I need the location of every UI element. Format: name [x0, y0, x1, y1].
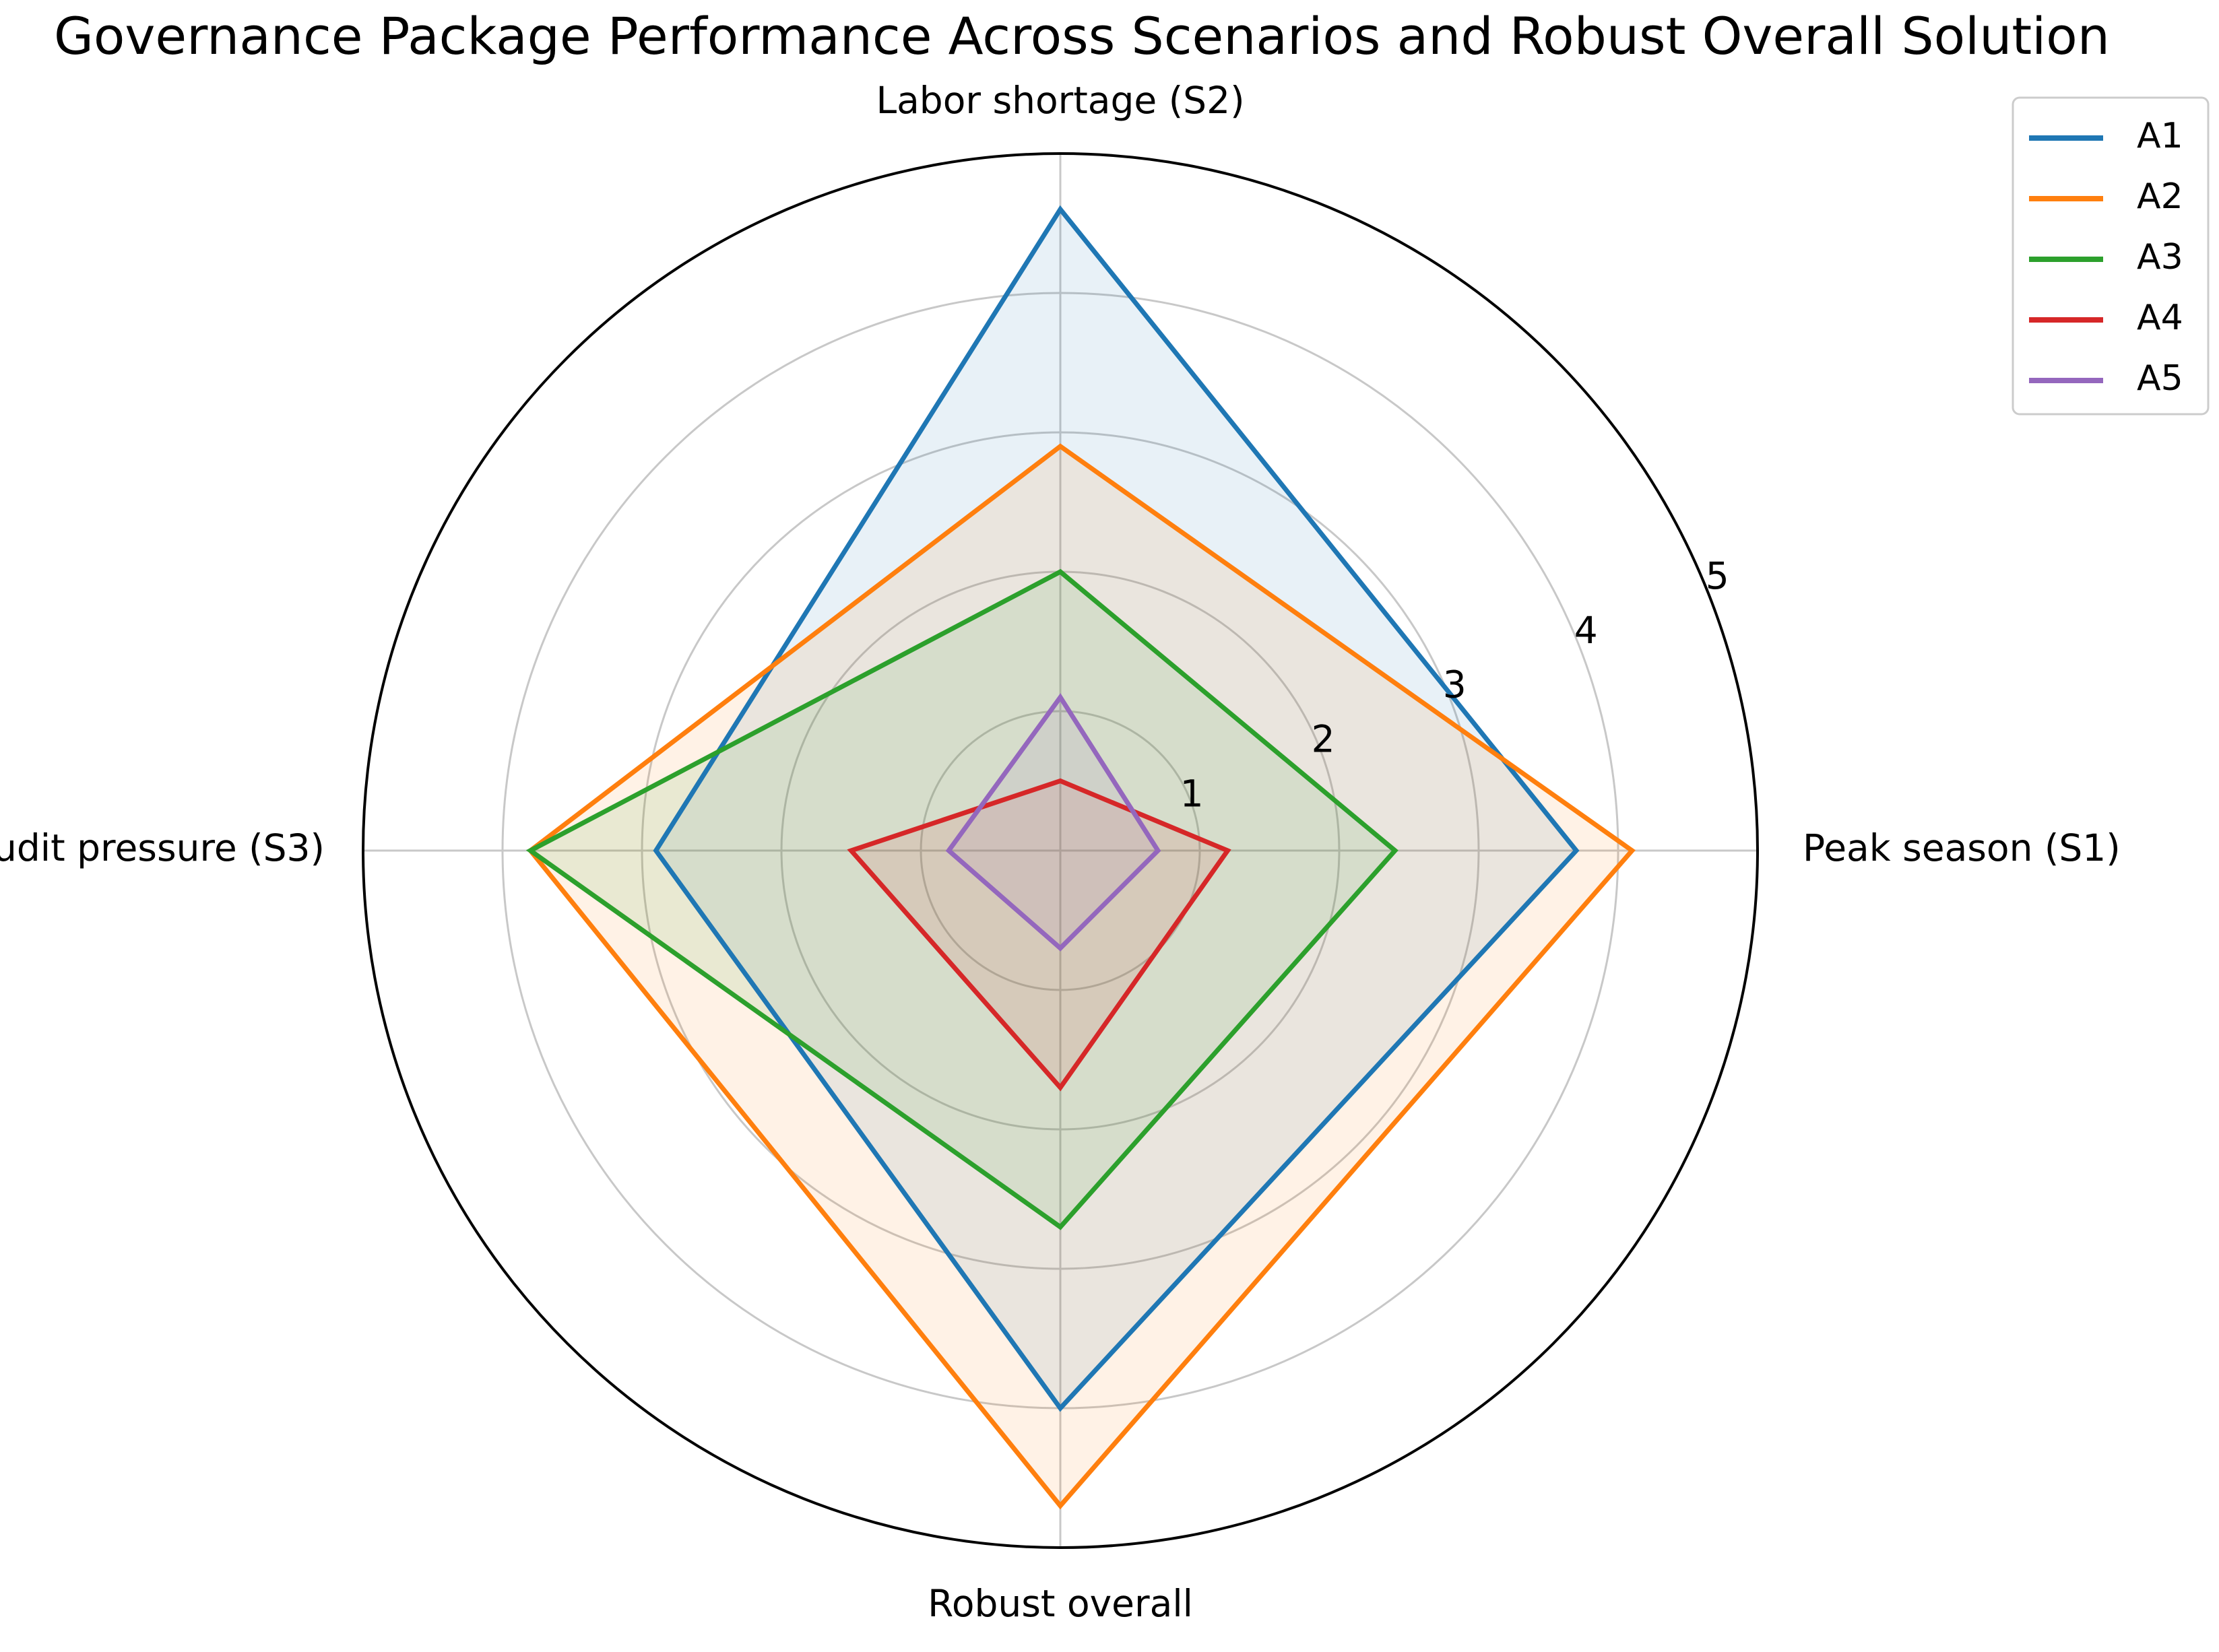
series-A1-line: [653, 205, 1580, 1412]
radial-tick-3: 3: [1443, 663, 1467, 706]
series-A2-fill: [530, 446, 1632, 1506]
series-layer: [525, 205, 1636, 1510]
series-A3-line: [525, 568, 1398, 1230]
series-A4-fill: [851, 781, 1228, 1088]
axis-label-0: Peak season (S1): [1803, 826, 2121, 869]
axis-label-2: Audit pressure (S3): [0, 826, 325, 869]
radial-tick-1: 1: [1180, 772, 1204, 815]
series-A1-fill: [655, 209, 1576, 1408]
radial-tick-5: 5: [1706, 554, 1729, 597]
series-A3-fill: [530, 572, 1395, 1227]
legend-label-A2: A2: [2137, 176, 2183, 217]
chart-title: Governance Package Performance Across Sc…: [54, 6, 2110, 66]
axis-label-1: Labor shortage (S2): [876, 79, 1244, 122]
legend-label-A3: A3: [2137, 237, 2183, 277]
axis-label-3: Robust overall: [928, 1582, 1193, 1625]
radial-tick-4: 4: [1574, 609, 1598, 652]
legend-label-A1: A1: [2137, 116, 2183, 156]
outer-frame-circle: [362, 152, 1759, 1549]
legend-box: [2012, 96, 2210, 416]
axis-labels: Peak season (S1) Labor shortage (S2) Audit…: [0, 79, 2121, 1625]
legend: A1 A2 A3 A4 A5: [2012, 96, 2210, 416]
legend-label-A4: A4: [2137, 298, 2183, 338]
series-A5-line: [945, 693, 1161, 952]
legend-label-A5: A5: [2137, 358, 2183, 399]
radial-tick-2: 2: [1312, 718, 1335, 761]
series-A5-fill: [948, 697, 1158, 948]
series-A4-line: [847, 778, 1231, 1092]
radial-tick-labels: 1 2 3 4 5: [1180, 554, 1729, 815]
